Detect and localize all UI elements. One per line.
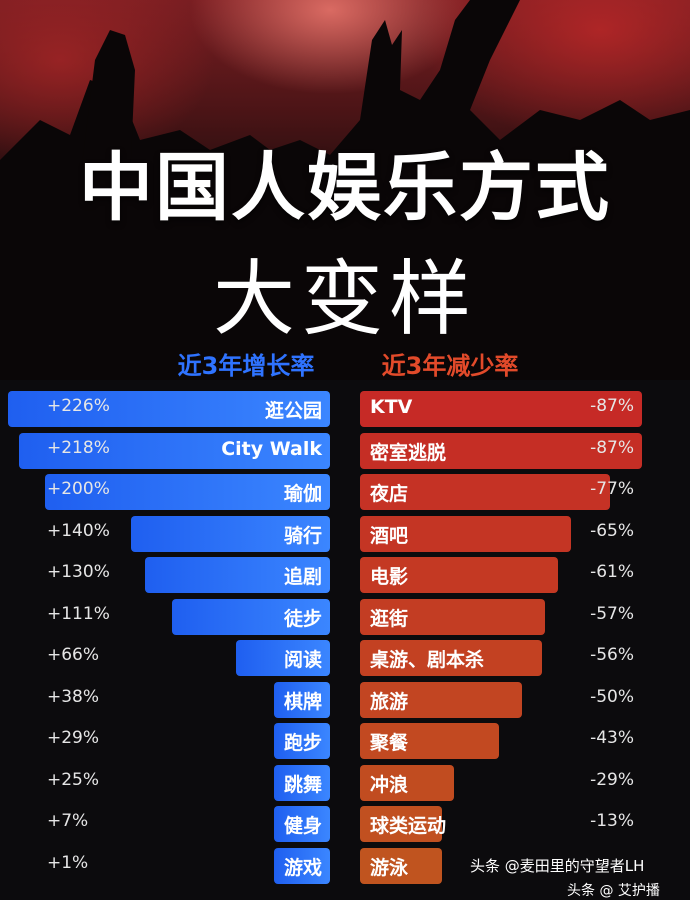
growth-bar bbox=[274, 723, 330, 759]
decline-category-label: 酒吧 bbox=[370, 524, 409, 547]
growth-bar bbox=[8, 391, 330, 427]
growth-bar bbox=[130, 515, 330, 552]
decline-value-label: -87% bbox=[590, 396, 634, 416]
growth-category-label: 阅读 bbox=[283, 649, 322, 671]
chart-row: +66% 阅读 桌游、剧本杀 -56% bbox=[0, 640, 690, 676]
decline-bar bbox=[360, 598, 545, 635]
decline-bar bbox=[360, 640, 542, 676]
decline-bar bbox=[360, 764, 454, 801]
watermark-secondary: 头条 @ 艾护播 bbox=[567, 883, 660, 899]
growth-bar bbox=[274, 681, 330, 718]
chart-row: +226% 逛公园 KTV -87% bbox=[0, 391, 690, 427]
decline-bar bbox=[360, 806, 442, 842]
growth-category-label: 逛公园 bbox=[264, 400, 322, 422]
decline-bar bbox=[360, 432, 642, 469]
chart-row: +111% 徒步 逛街 -57% bbox=[0, 598, 690, 635]
decline-value-label: -57% bbox=[590, 603, 634, 624]
decline-value-label: -50% bbox=[590, 686, 634, 707]
chart-row: +140% 骑行 酒吧 -65% bbox=[0, 515, 690, 552]
growth-category-label: 跳舞 bbox=[283, 773, 322, 796]
growth-value-label: +130% bbox=[47, 562, 110, 582]
growth-category-label: 骑行 bbox=[283, 524, 322, 547]
decline-category-label: 桌游、剧本杀 bbox=[370, 649, 485, 671]
growth-value-label: +140% bbox=[47, 520, 110, 541]
growth-bar bbox=[171, 598, 330, 635]
growth-value-label: +7% bbox=[47, 811, 89, 831]
growth-bar bbox=[274, 847, 330, 884]
decline-bar bbox=[360, 723, 500, 759]
chart-row: +1% 游戏 游泳 bbox=[0, 847, 690, 884]
decline-category-label: 逛街 bbox=[370, 607, 409, 630]
decline-category-label: 游泳 bbox=[370, 856, 409, 879]
chart-row: +7% 健身 球类运动 -13% bbox=[0, 806, 690, 842]
chart-row: +218% City Walk 密室逃脱 -87% bbox=[0, 432, 690, 469]
growth-header: 近3年增长率 bbox=[177, 352, 315, 380]
decline-category-label: 冲浪 bbox=[370, 773, 409, 796]
decline-bar bbox=[360, 557, 558, 593]
growth-category-label: 棋牌 bbox=[283, 690, 322, 713]
decline-bar bbox=[360, 847, 442, 884]
growth-category-label: 跑步 bbox=[283, 732, 322, 754]
growth-value-label: +25% bbox=[47, 769, 100, 790]
chart-row: +38% 棋牌 旅游 -50% bbox=[0, 681, 690, 718]
decline-category-label: 旅游 bbox=[370, 690, 409, 713]
crowd-silhouette-image bbox=[0, 0, 690, 380]
growth-value-label: +66% bbox=[47, 645, 100, 665]
decline-category-label: KTV bbox=[370, 396, 413, 418]
decline-bar bbox=[360, 391, 642, 427]
growth-value-label: +226% bbox=[47, 396, 110, 416]
growth-category-label: 追剧 bbox=[283, 566, 322, 588]
decline-category-label: 聚餐 bbox=[370, 732, 409, 754]
decline-value-label: -43% bbox=[590, 728, 634, 748]
growth-bar bbox=[274, 764, 330, 801]
decline-category-label: 电影 bbox=[370, 566, 409, 588]
watermark: 头条 @麦田里的守望者LH bbox=[470, 857, 645, 875]
decline-category-label: 密室逃脱 bbox=[370, 441, 447, 464]
growth-bar bbox=[235, 640, 330, 676]
decline-header: 近3年减少率 bbox=[381, 352, 519, 380]
chart-row: +25% 跳舞 冲浪 -29% bbox=[0, 764, 690, 801]
growth-bar bbox=[45, 474, 330, 510]
decline-bar bbox=[360, 681, 523, 718]
decline-category-label: 夜店 bbox=[370, 483, 409, 505]
growth-bar bbox=[144, 557, 330, 593]
growth-value-label: +1% bbox=[47, 852, 89, 873]
growth-bar bbox=[274, 806, 330, 842]
chart-row: +29% 跑步 聚餐 -43% bbox=[0, 723, 690, 759]
decline-bar bbox=[360, 515, 571, 552]
growth-value-label: +218% bbox=[47, 437, 110, 458]
growth-category-label: 瑜伽 bbox=[283, 483, 322, 505]
decline-value-label: -77% bbox=[590, 479, 634, 499]
page-title: 中国人娱乐方式 bbox=[79, 145, 611, 231]
growth-value-label: +200% bbox=[47, 479, 110, 499]
page-subtitle: 大变样 bbox=[212, 252, 477, 347]
decline-value-label: -13% bbox=[590, 811, 634, 831]
growth-value-label: +111% bbox=[47, 603, 110, 624]
growth-category-label: 徒步 bbox=[283, 607, 322, 630]
decline-value-label: -61% bbox=[590, 562, 634, 582]
chart-row: +200% 瑜伽 夜店 -77% bbox=[0, 474, 690, 510]
decline-value-label: -29% bbox=[590, 769, 634, 790]
decline-bar bbox=[360, 474, 610, 510]
growth-category-label: City Walk bbox=[221, 437, 322, 460]
growth-value-label: +38% bbox=[47, 686, 100, 707]
decline-category-label: 球类运动 bbox=[370, 815, 447, 837]
growth-category-label: 健身 bbox=[283, 815, 322, 837]
concert-backdrop bbox=[0, 0, 690, 380]
growth-category-label: 游戏 bbox=[283, 856, 322, 879]
growth-bar bbox=[19, 432, 330, 469]
decline-value-label: -56% bbox=[590, 645, 634, 665]
decline-value-label: -87% bbox=[590, 437, 634, 458]
growth-value-label: +29% bbox=[47, 728, 100, 748]
decline-value-label: -65% bbox=[590, 520, 634, 541]
chart-row: +130% 追剧 电影 -61% bbox=[0, 557, 690, 593]
